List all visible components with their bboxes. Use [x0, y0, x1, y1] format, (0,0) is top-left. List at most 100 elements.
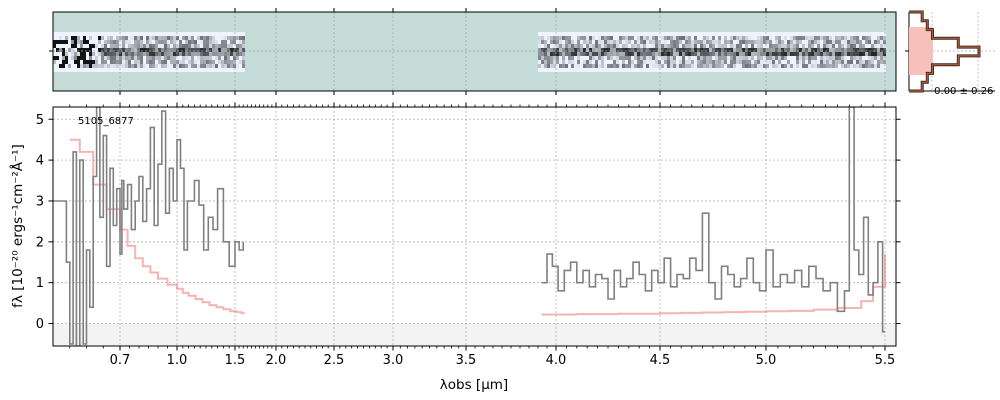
spectrum-2d-pixel	[787, 64, 790, 68]
spectrum-2d-pixel	[107, 68, 110, 72]
spectrum-2d-pixel	[700, 52, 703, 56]
spectrum-2d-pixel	[703, 40, 706, 44]
spectrum-2d-pixel	[580, 48, 583, 52]
spectrum-2d-pixel	[730, 60, 733, 64]
spectrum-2d-pixel	[53, 40, 56, 44]
spectrum-2d-pixel	[796, 52, 799, 56]
spectrum-2d-pixel	[230, 40, 233, 44]
spectrum-2d-pixel	[697, 32, 700, 36]
spectrum-2d-pixel	[694, 68, 697, 72]
spectrum-2d-pixel	[772, 36, 775, 40]
spectrum-2d-pixel	[559, 48, 562, 52]
spectrum-2d-pixel	[844, 48, 847, 52]
x-tick-label: 1.0	[167, 353, 188, 368]
spectrum-2d-pixel	[194, 56, 197, 60]
spectrum-2d-pixel	[616, 52, 619, 56]
spectrum-2d-pixel	[544, 32, 547, 36]
spectrum-2d-pixel	[700, 68, 703, 72]
spectrum-2d-pixel	[89, 36, 92, 40]
spectrum-2d-pixel	[188, 40, 191, 44]
spectrum-2d-pixel	[589, 56, 592, 60]
spectrum-2d-pixel	[218, 60, 221, 64]
spectrum-2d-pixel	[628, 40, 631, 44]
spectrum-2d-pixel	[808, 40, 811, 44]
spectrum-2d-pixel	[107, 36, 110, 40]
spectrum-2d-pixel	[161, 52, 164, 56]
spectrum-2d-pixel	[559, 56, 562, 60]
spectrum-2d-pixel	[239, 44, 242, 48]
spectrum-2d-pixel	[796, 60, 799, 64]
spectrum-2d-pixel	[577, 44, 580, 48]
spectrum-2d-pixel	[619, 56, 622, 60]
spectrum-2d-pixel	[838, 40, 841, 44]
spectrum-2d-pixel	[158, 44, 161, 48]
spectrum-2d-pixel	[811, 44, 814, 48]
spectrum-2d-pixel	[131, 56, 134, 60]
spectrum-2d-pixel	[116, 64, 119, 68]
spectrum-2d-pixel	[652, 52, 655, 56]
spectrum-2d-pixel	[62, 40, 65, 44]
spectrum-2d-pixel	[553, 32, 556, 36]
spectrum-2d-pixel	[152, 40, 155, 44]
spectrum-2d-pixel	[658, 32, 661, 36]
spectrum-2d-pixel	[772, 52, 775, 56]
spectrum-2d-pixel	[185, 32, 188, 36]
spectrum-2d-pixel	[242, 60, 245, 64]
spectrum-2d-pixel	[565, 36, 568, 40]
spectrum-2d-pixel	[838, 60, 841, 64]
spectrum-2d-pixel	[655, 40, 658, 44]
spectrum-2d-pixel	[146, 40, 149, 44]
spectrum-2d-pixel	[865, 36, 868, 40]
spectrum-2d-pixel	[670, 60, 673, 64]
spectrum-2d-pixel	[194, 64, 197, 68]
spectrum-2d-pixel	[778, 36, 781, 40]
spectrum-2d-pixel	[811, 52, 814, 56]
spectrum-2d-pixel	[595, 68, 598, 72]
spectrum-2d-pixel	[628, 48, 631, 52]
spectrum-2d-pixel	[134, 64, 137, 68]
spectrum-2d-pixel	[143, 44, 146, 48]
spectrum-2d-pixel	[167, 48, 170, 52]
spectrum-2d-pixel	[170, 48, 173, 52]
spectrum-2d-pixel	[826, 68, 829, 72]
spectrum-2d-pixel	[706, 32, 709, 36]
spectrum-2d-pixel	[685, 60, 688, 64]
spectrum-2d-pixel	[604, 36, 607, 40]
spectrum-2d-pixel	[715, 68, 718, 72]
spectrum-2d-pixel	[80, 36, 83, 40]
spectrum-2d-pixel	[727, 32, 730, 36]
spectrum-2d-pixel	[188, 32, 191, 36]
spectrum-2d-pixel	[65, 52, 68, 56]
spectrum-2d-pixel	[110, 52, 113, 56]
spectrum-2d-pixel	[652, 44, 655, 48]
spectrum-2d-pixel	[242, 40, 245, 44]
spectrum-2d-pixel	[871, 64, 874, 68]
spectrum-2d-pixel	[784, 32, 787, 36]
spectrum-2d-pixel	[200, 68, 203, 72]
spectrum-2d-pixel	[571, 56, 574, 60]
spectrum-2d-pixel	[59, 40, 62, 44]
spectrum-2d-pixel	[598, 60, 601, 64]
spectrum-2d-pixel	[835, 60, 838, 64]
spectrum-2d-pixel	[805, 36, 808, 40]
spectrum-2d-pixel	[868, 52, 871, 56]
spectrum-2d-pixel	[625, 68, 628, 72]
spectrum-2d-pixel	[574, 68, 577, 72]
spectrum-2d-pixel	[119, 48, 122, 52]
spectrum-2d-pixel	[637, 32, 640, 36]
spectrum-2d-pixel	[547, 44, 550, 48]
spectrum-2d-pixel	[71, 40, 74, 44]
spectrum-2d-pixel	[601, 40, 604, 44]
spectrum-2d-pixel	[637, 44, 640, 48]
spectrum-2d-pixel	[619, 60, 622, 64]
spectrum-2d-pixel	[550, 32, 553, 36]
spectrum-2d-pixel	[92, 32, 95, 36]
spectrum-2d-pixel	[161, 64, 164, 68]
spectrum-2d-pixel	[613, 52, 616, 56]
spectrum-2d-pixel	[182, 48, 185, 52]
spectrum-2d-pixel	[778, 68, 781, 72]
spectrum-2d-pixel	[841, 40, 844, 44]
spectrum-2d-pixel	[649, 48, 652, 52]
spectrum-2d-pixel	[829, 36, 832, 40]
spectrum-2d-pixel	[808, 48, 811, 52]
